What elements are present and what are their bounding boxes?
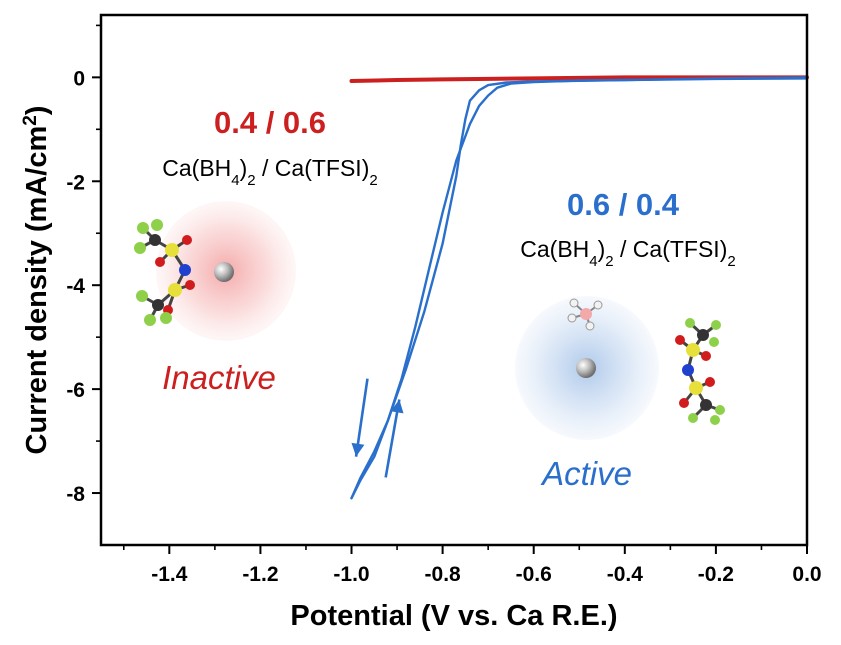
tick-layer: -1.4 -1.2 -1.0 -0.8 -0.6 -0.4 -0.2 0.0 0 -2 -4 -6 -8 (66, 24, 822, 586)
sweep-arrow-1 (384, 399, 404, 478)
borohydride-molecule (567, 298, 603, 331)
tfsi-molecule-left (134, 219, 195, 326)
tfsi-molecule-right (675, 318, 725, 425)
inactive-ratio-label: 0.4 / 0.6 (214, 105, 326, 140)
arrow-layer (351, 378, 404, 478)
x-axis-title: Potential (V vs. Ca R.E.) (290, 600, 617, 632)
y-tick-label: -4 (66, 275, 85, 298)
y-tick-label: -6 (66, 379, 85, 402)
calcium-ion-inactive (214, 262, 234, 282)
x-tick-label: -1.2 (242, 563, 278, 586)
x-tick-label: -0.8 (425, 563, 462, 586)
x-tick-label: 0.0 (792, 563, 821, 586)
plot-frame (99, 13, 809, 547)
series-line-2 (350, 77, 809, 500)
active-solvation-illustration (515, 296, 725, 440)
inactive-state-label: Inactive (162, 359, 276, 396)
sweep-arrow-0 (351, 378, 369, 457)
x-tick-label: -0.4 (607, 563, 644, 586)
x-tick-label: -1.4 (151, 563, 188, 586)
calcium-ion-active (576, 358, 596, 378)
active-formula-label: Ca(BH4)2 / Ca(TFSI)2 (520, 236, 735, 270)
inactive-formula-label: Ca(BH4)2 / Ca(TFSI)2 (162, 155, 377, 189)
active-ratio-label: 0.6 / 0.4 (567, 187, 680, 222)
inactive-solvation-illustration (134, 201, 296, 341)
x-tick-label: -1.0 (333, 563, 369, 586)
series-layer (349, 75, 809, 500)
y-tick-label: -8 (66, 483, 85, 506)
x-tick-label: -0.2 (698, 563, 734, 586)
active-state-label: Active (540, 455, 632, 492)
y-tick-label: 0 (73, 67, 85, 90)
y-axis-title: Current density (mA/cm2) (20, 106, 54, 455)
x-tick-label: -0.6 (516, 563, 552, 586)
y-tick-label: -2 (66, 171, 85, 194)
